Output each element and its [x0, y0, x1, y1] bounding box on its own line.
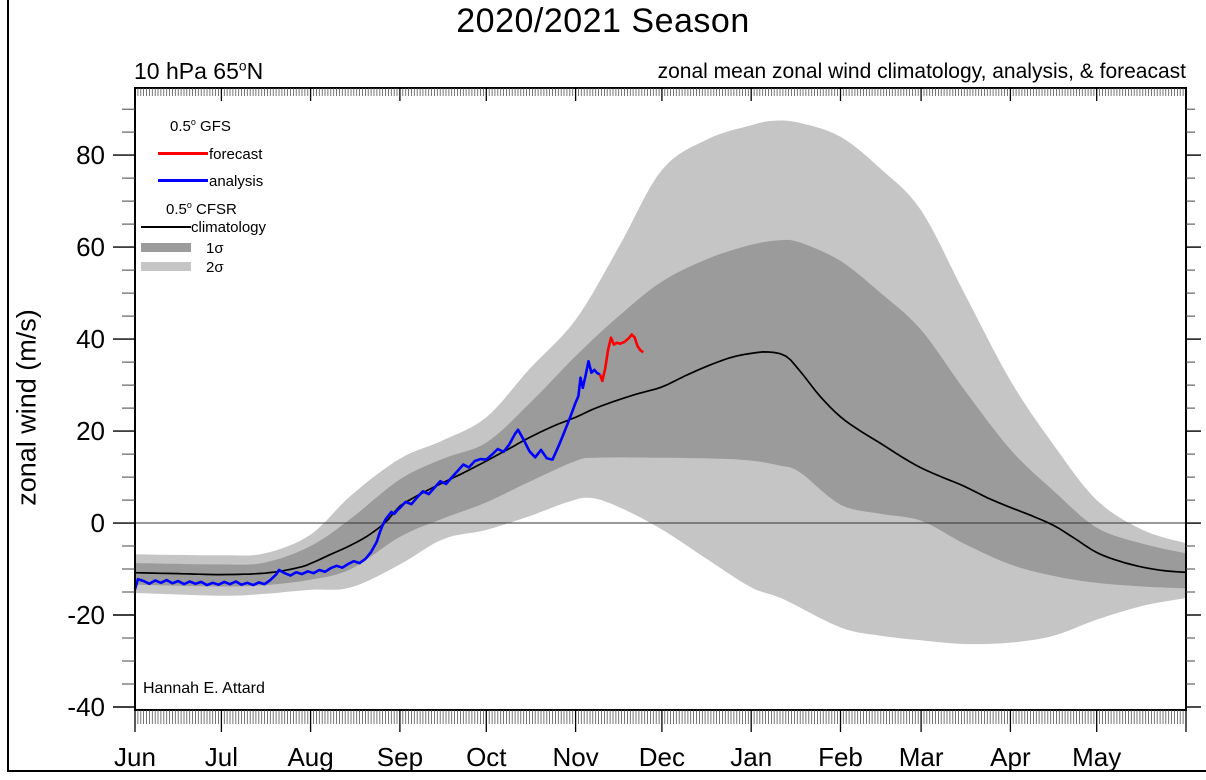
x-tick-label: Feb	[818, 742, 863, 772]
x-tick-label: Mar	[899, 742, 944, 772]
x-tick-label: Jun	[114, 742, 156, 772]
x-tick-label: Apr	[990, 742, 1031, 772]
degree-superscript: o	[238, 58, 247, 74]
pressure-latitude-label: 10 hPa 65oN	[134, 58, 263, 85]
legend-gfs-res: 0.5	[170, 118, 191, 135]
sigma1-band	[135, 239, 1186, 589]
x-tick-label: Oct	[466, 742, 507, 772]
legend-forecast-label: forecast	[209, 146, 263, 163]
legend-cfsr-header: 0.5o CFSR	[166, 200, 237, 219]
y-tick-label: -20	[67, 600, 105, 630]
x-tick-label: Jul	[205, 742, 238, 772]
y-tick-label: 80	[76, 140, 105, 170]
legend-cfsr-res: 0.5	[166, 201, 187, 218]
x-tick-label: Dec	[639, 742, 685, 772]
forecast-line	[598, 333, 645, 383]
analysis-line-sample	[158, 179, 208, 182]
y-tick-label: 40	[76, 324, 105, 354]
degree-superscript: o	[186, 200, 192, 210]
latitude-hemisphere: N	[246, 58, 264, 84]
legend-cfsr-name: CFSR	[191, 201, 237, 218]
chart-title: 2020/2021 Season	[456, 2, 750, 40]
legend-sigma1-label: 1σ	[206, 240, 224, 257]
y-tick-label: 0	[91, 508, 105, 538]
page-border-bottom	[7, 770, 1206, 772]
legend-gfs-name: GFS	[195, 118, 231, 135]
x-tick-label: Jan	[730, 742, 772, 772]
climatology-line-sample	[141, 226, 191, 228]
plot-frame	[134, 87, 1187, 711]
chart-subtitle: zonal mean zonal wind climatology, analy…	[657, 60, 1186, 83]
forecast-line-sample	[158, 152, 208, 155]
sigma2-band-sample	[141, 262, 191, 271]
legend-gfs-header: 0.5o GFS	[170, 117, 231, 136]
pressure-latitude-text: 10 hPa 65	[134, 58, 239, 84]
page-border-left	[7, 0, 9, 772]
degree-superscript: o	[190, 117, 196, 127]
sigma1-band-sample	[141, 243, 191, 252]
x-tick-label: Nov	[552, 742, 598, 772]
y-tick-label: 60	[76, 232, 105, 262]
x-tick-label: May	[1072, 742, 1121, 772]
analysis-line	[133, 359, 601, 590]
author-credit: Hannah E. Attard	[143, 680, 265, 697]
y-tick-label: -40	[67, 692, 105, 722]
legend-climatology-label: climatology	[191, 219, 267, 236]
x-tick-label: Sep	[377, 742, 423, 772]
y-tick-label: 20	[76, 416, 105, 446]
x-tick-label: Aug	[287, 742, 333, 772]
climatology-line	[134, 351, 1187, 576]
legend-sigma2-label: 2σ	[206, 259, 224, 276]
legend-analysis-label: analysis	[209, 173, 264, 190]
